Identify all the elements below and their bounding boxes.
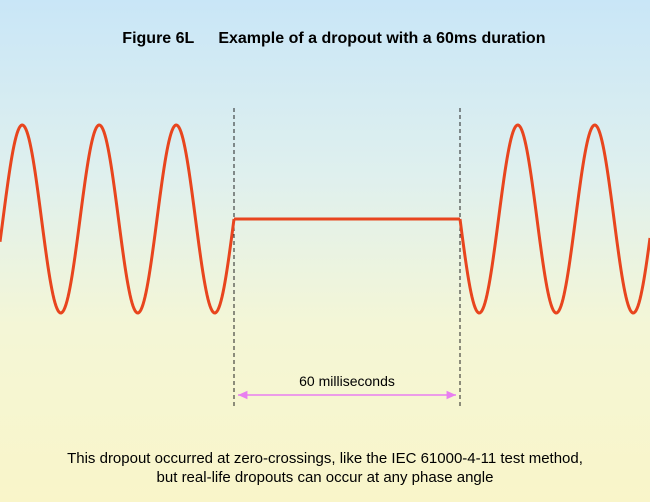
waveform-before-dropout xyxy=(0,123,236,315)
waveform-after-dropout xyxy=(458,123,650,315)
figure-label: Figure 6L xyxy=(122,30,195,47)
duration-label: 60 milliseconds xyxy=(299,373,395,389)
figure-title: Figure 6L Example of a dropout with a 60m… xyxy=(0,12,650,66)
caption: This dropout occurred at zero-crossings,… xyxy=(0,449,650,487)
caption-line-2: but real-life dropouts can occur at any … xyxy=(156,469,494,486)
caption-line-1: This dropout occurred at zero-crossings,… xyxy=(67,450,583,467)
figure-title-text: Example of a dropout with a 60ms duratio… xyxy=(218,30,546,47)
